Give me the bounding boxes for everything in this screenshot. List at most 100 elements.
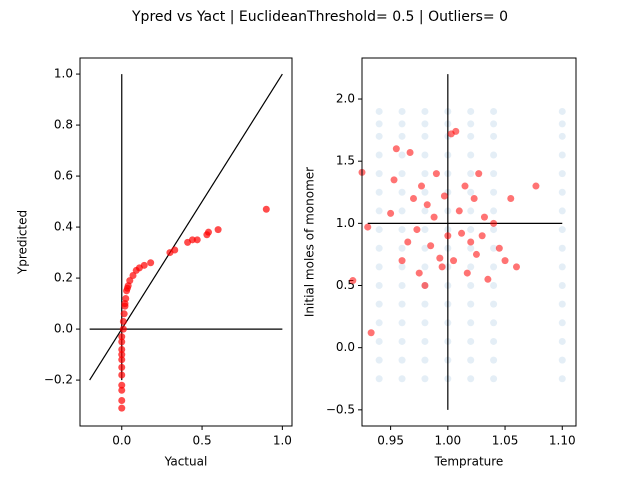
point: [490, 132, 498, 140]
point: [398, 226, 406, 234]
point: [501, 257, 509, 265]
x-axis-label: Yactual: [164, 455, 208, 469]
y-tick-label: 0.0: [54, 322, 73, 336]
point: [375, 107, 383, 115]
point: [392, 145, 400, 153]
point: [415, 269, 423, 277]
y-tick-label: 0.0: [336, 340, 355, 354]
point: [558, 151, 566, 159]
y-tick-label: 0.8: [54, 118, 73, 132]
y-axis-label: Ypredicted: [16, 210, 30, 275]
point: [490, 107, 498, 115]
point: [467, 356, 475, 364]
point: [349, 277, 357, 285]
y-tick-label: 0.4: [54, 220, 73, 234]
point: [398, 188, 406, 196]
point: [421, 170, 429, 178]
point: [398, 337, 406, 345]
point: [427, 242, 435, 250]
point: [375, 356, 383, 364]
point: [421, 337, 429, 345]
point: [472, 250, 480, 258]
x-axis-label: Temprature: [434, 455, 504, 469]
point: [398, 319, 406, 327]
point: [490, 356, 498, 364]
point: [490, 188, 498, 196]
point: [118, 381, 126, 389]
point: [467, 132, 475, 140]
point: [375, 300, 383, 308]
point: [398, 107, 406, 115]
point: [398, 151, 406, 159]
point: [458, 229, 466, 237]
point: [375, 226, 383, 234]
point: [421, 282, 429, 290]
point: [120, 310, 128, 318]
point: [490, 207, 498, 215]
point: [480, 213, 488, 221]
point: [475, 170, 483, 178]
y-tick-label: −0.5: [326, 402, 355, 416]
point: [398, 300, 406, 308]
point: [118, 356, 126, 364]
point: [558, 356, 566, 364]
point: [390, 176, 398, 184]
point: [204, 228, 212, 236]
point: [438, 263, 446, 271]
point: [558, 120, 566, 128]
point: [214, 226, 222, 234]
point: [467, 263, 475, 271]
point: [467, 188, 475, 196]
point: [467, 120, 475, 128]
point: [490, 219, 498, 227]
point: [398, 132, 406, 140]
point: [467, 226, 475, 234]
point: [444, 232, 452, 240]
point: [432, 170, 440, 178]
point: [467, 337, 475, 345]
point: [490, 170, 498, 178]
point: [490, 375, 498, 383]
point: [490, 151, 498, 159]
point: [467, 375, 475, 383]
x-tick-label: 1.00: [434, 434, 461, 448]
point: [421, 188, 429, 196]
point: [193, 236, 201, 244]
point: [467, 300, 475, 308]
point: [375, 151, 383, 159]
x-tick-label: 0.95: [377, 434, 404, 448]
point: [558, 244, 566, 252]
point: [558, 107, 566, 115]
point: [421, 226, 429, 234]
point: [118, 345, 126, 353]
point: [436, 254, 444, 262]
point: [375, 132, 383, 140]
point: [558, 337, 566, 345]
point: [375, 120, 383, 128]
point: [375, 207, 383, 215]
point: [558, 282, 566, 290]
point: [129, 272, 137, 280]
point: [118, 371, 126, 379]
point: [467, 282, 475, 290]
point: [558, 207, 566, 215]
point: [375, 337, 383, 345]
x-tick-label: 1.0: [273, 434, 292, 448]
x-tick-label: 0.5: [193, 434, 212, 448]
point: [188, 236, 196, 244]
point: [375, 375, 383, 383]
point: [398, 375, 406, 383]
point: [490, 319, 498, 327]
point: [421, 151, 429, 159]
point: [440, 192, 448, 200]
point: [421, 132, 429, 140]
point: [387, 209, 395, 217]
point: [490, 226, 498, 234]
y-tick-label: 1.0: [54, 67, 73, 81]
point: [398, 170, 406, 178]
point: [122, 294, 130, 302]
point: [470, 194, 478, 202]
point: [467, 107, 475, 115]
point: [118, 363, 126, 371]
point: [490, 263, 498, 271]
